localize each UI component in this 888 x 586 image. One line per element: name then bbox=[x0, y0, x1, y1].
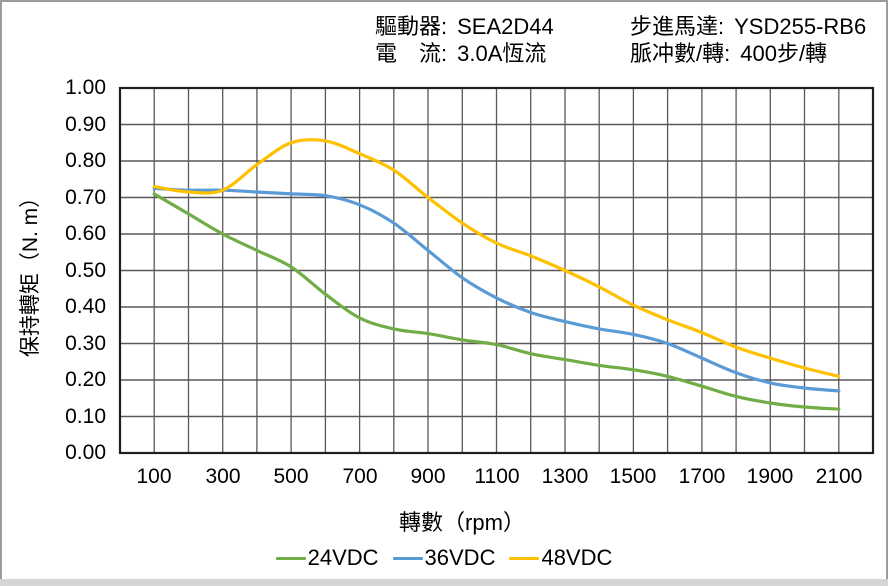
y-tick-label: 0.30 bbox=[65, 332, 106, 355]
driver-line: 驅動器: SEA2D44 bbox=[375, 13, 554, 40]
window-bottom-edge bbox=[0, 579, 888, 586]
y-tick-label: 0.20 bbox=[65, 368, 106, 391]
x-axis-title: 轉數（rpm） bbox=[399, 510, 525, 535]
x-tick-label: 300 bbox=[205, 465, 241, 488]
series-curve-36vdc bbox=[152, 186, 841, 393]
header-right-column: 步進馬達: YSD255-RB6 脈冲數/轉: 400步/轉 bbox=[630, 13, 866, 67]
x-tick-label: 1700 bbox=[678, 465, 726, 488]
legend-label-36vdc: 36VDC bbox=[424, 545, 496, 570]
legend-item-24vdc: 24VDC bbox=[275, 545, 379, 570]
legend-line-48vdc-icon bbox=[509, 556, 540, 560]
x-tick-label: 1100 bbox=[474, 465, 520, 488]
x-tick-label: 900 bbox=[410, 465, 446, 488]
header-left-column: 驅動器: SEA2D44 電 流: 3.0A恆流 bbox=[375, 13, 554, 67]
y-axis-title: 保持轉矩（N. m） bbox=[19, 186, 42, 358]
x-tick-label: 1500 bbox=[609, 465, 657, 488]
x-tick-label: 700 bbox=[342, 465, 378, 488]
driver-value: SEA2D44 bbox=[457, 14, 554, 39]
y-tick-label: 0.00 bbox=[65, 441, 106, 464]
x-tick-label: 1300 bbox=[541, 465, 589, 488]
current-line: 電 流: 3.0A恆流 bbox=[375, 40, 554, 67]
x-tick-label: 1900 bbox=[746, 465, 794, 488]
pulses-line: 脈冲數/轉: 400步/轉 bbox=[630, 40, 866, 67]
pulses-value: 400步/轉 bbox=[740, 41, 828, 66]
legend-line-24vdc-icon bbox=[275, 556, 306, 560]
y-tick-label: 0.10 bbox=[65, 405, 106, 428]
motor-value: YSD255-RB6 bbox=[734, 14, 867, 39]
y-tick-label: 0.60 bbox=[65, 222, 106, 245]
y-tick-label: 0.80 bbox=[65, 149, 106, 172]
legend-label-48vdc: 48VDC bbox=[541, 545, 613, 570]
motor-label: 步進馬達: bbox=[630, 14, 725, 39]
y-tick-label: 0.40 bbox=[65, 295, 106, 318]
legend-label-24vdc: 24VDC bbox=[307, 545, 379, 570]
series-curve-48vdc bbox=[152, 138, 841, 378]
y-tick-label: 1.00 bbox=[65, 76, 106, 99]
chart-legend: 24VDC 36VDC 48VDC bbox=[0, 546, 888, 570]
x-tick-label: 500 bbox=[273, 465, 309, 488]
legend-item-36vdc: 36VDC bbox=[392, 545, 496, 570]
y-tick-label: 0.70 bbox=[65, 186, 106, 209]
x-tick-label: 100 bbox=[136, 465, 172, 488]
legend-line-36vdc-icon bbox=[392, 556, 423, 560]
series-curve-24vdc bbox=[152, 192, 841, 411]
current-value: 3.0A恆流 bbox=[457, 41, 547, 66]
motor-line: 步進馬達: YSD255-RB6 bbox=[630, 13, 866, 40]
y-tick-label: 0.50 bbox=[65, 259, 106, 282]
pulses-label: 脈冲數/轉: bbox=[630, 41, 731, 66]
plot-border bbox=[118, 86, 875, 455]
y-tick-label: 0.90 bbox=[65, 113, 106, 136]
driver-label: 驅動器: bbox=[375, 14, 448, 39]
legend-item-48vdc: 48VDC bbox=[509, 546, 612, 570]
current-label: 電 流: bbox=[375, 41, 448, 66]
x-tick-label: 2100 bbox=[815, 465, 863, 488]
